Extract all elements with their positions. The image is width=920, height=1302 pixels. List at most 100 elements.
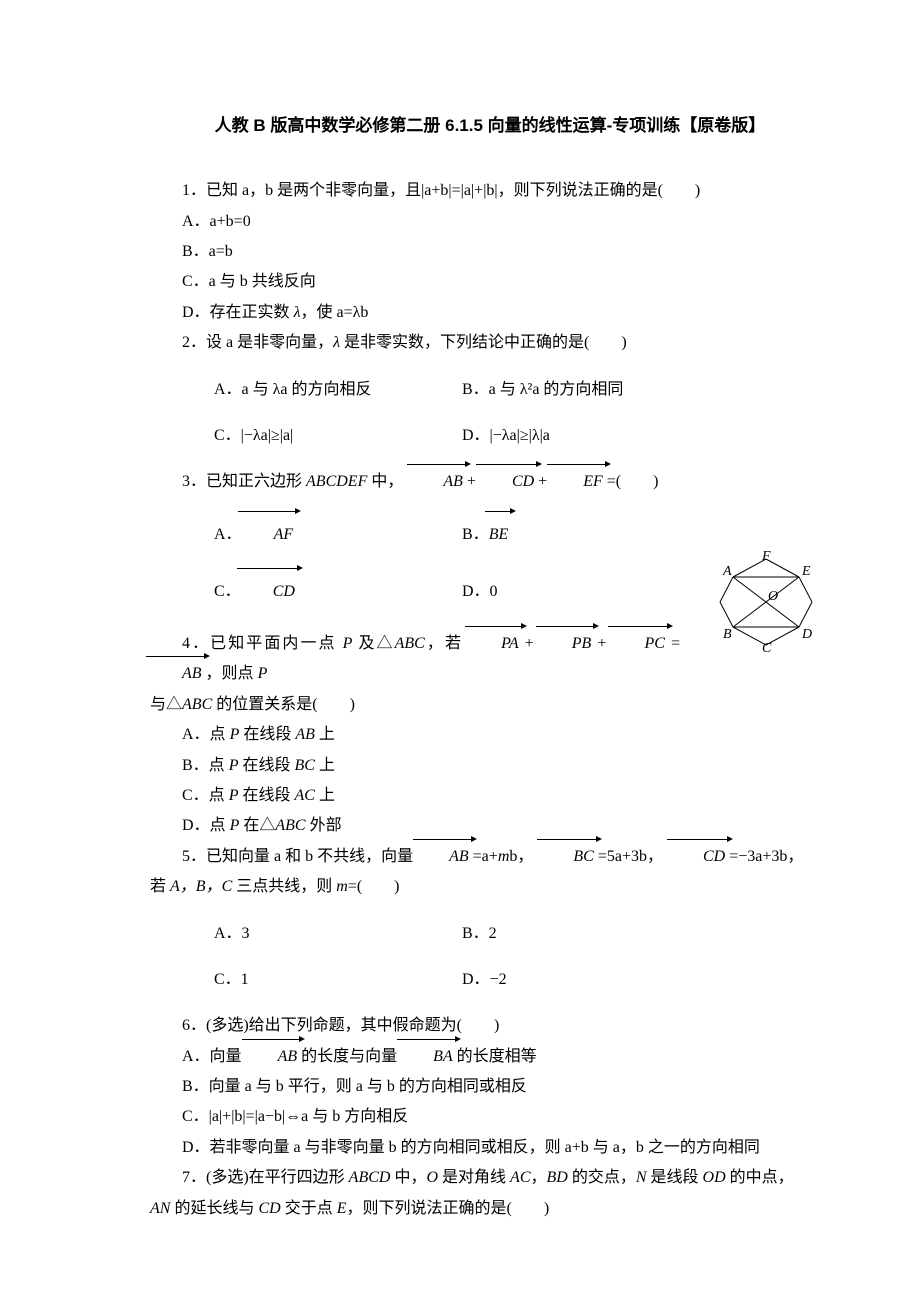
- q6-opt-d: D．若非零向量 a 与非零向量 b 的方向相同或相反，则 a+b 与 a，b 之…: [150, 1133, 830, 1163]
- q5-row-cd: C．1D．−2: [150, 965, 830, 995]
- q4c-seg: AC: [294, 787, 314, 804]
- q1-d-lambda: λ: [294, 304, 301, 321]
- q2-lambda: λ: [333, 334, 340, 351]
- q5-row-ab: A．3B．2: [150, 919, 830, 949]
- q7-t3: 的交点，: [568, 1169, 636, 1186]
- hex-a: A: [722, 564, 732, 579]
- q7-od: OD: [703, 1169, 726, 1186]
- q6a-mid: 的长度与向量: [297, 1048, 401, 1065]
- q7-c1: ，: [531, 1169, 547, 1186]
- q2-opt-c: C．|−λa|≥|a|: [182, 421, 462, 451]
- q1-opt-c: C．a 与 b 共线反向: [150, 267, 830, 297]
- q7-l2-t2: 交于点: [281, 1200, 337, 1217]
- q4-eq: =: [665, 635, 680, 652]
- q7-t4: 是线段: [647, 1169, 703, 1186]
- q5-opt-b: B．2: [462, 919, 742, 949]
- q5-l2-mid: 三点共线，则: [232, 878, 336, 895]
- q4d-p: P: [230, 817, 240, 834]
- q4d-pre: D．点: [182, 817, 230, 834]
- q4-p1: P: [343, 635, 353, 652]
- q3-vec-ab: AB: [411, 467, 463, 497]
- q4-vec-pc: PC: [612, 629, 664, 659]
- q5-t1b: b，: [509, 848, 541, 865]
- q5-t1: =a+: [469, 848, 498, 865]
- q3-b-label: B．: [462, 526, 489, 543]
- q5-t3: =−3a+3b，: [725, 848, 803, 865]
- q3-opt-a: A．AF: [182, 514, 462, 556]
- q4-opt-b: B．点 P 在线段 BC 上: [150, 751, 830, 781]
- q4-p2: P: [258, 665, 268, 682]
- q7-o: O: [426, 1169, 438, 1186]
- q5-stem-line1: 5．已知向量 a 和 b 不共线，向量 AB =a+mb， BC =5a+3b，…: [150, 842, 830, 872]
- q4b-pre: B．点: [182, 757, 229, 774]
- q4a-seg: AB: [295, 726, 315, 743]
- q4-stem-line2: 与△ABC 的位置关系是( ): [150, 690, 830, 720]
- q7-pre: 7．(多选)在平行四边形: [182, 1169, 349, 1186]
- q6a-v2: BA: [401, 1042, 453, 1072]
- q3-a-label: A．: [214, 526, 242, 543]
- q5-l2-post: =( ): [348, 878, 400, 895]
- q3-vec-af: AF: [242, 514, 294, 556]
- q6a-post: 的长度相等: [453, 1048, 537, 1065]
- q4-l2-abc: ABC: [182, 696, 212, 713]
- q7-bd: BD: [547, 1169, 568, 1186]
- q3-vec-ef: EF: [551, 467, 603, 497]
- q3-opt-c: C．CD: [182, 571, 462, 613]
- q4c-p: P: [229, 787, 239, 804]
- q5-l2-abc: A，B，C: [170, 878, 232, 895]
- q2-row-cd: C．|−λa|≥|a|D．|−λa|≥|λ|a: [150, 421, 830, 451]
- q1-opt-a: A．a+b=0: [150, 207, 830, 237]
- q7-stem-line2: AN 的延长线与 CD 交于点 E，则下列说法正确的是( ): [150, 1194, 830, 1224]
- q3-vec-be: BE: [489, 514, 509, 556]
- hex-e: E: [801, 564, 811, 579]
- q5-vec-cd: CD: [671, 842, 725, 872]
- q4-post: ，则点: [202, 665, 258, 682]
- q4-l2-pre: 与△: [150, 696, 182, 713]
- q5-l2-pre: 若: [150, 878, 170, 895]
- q4d-mid: 在△: [239, 817, 275, 834]
- q4b-post: 上: [315, 757, 335, 774]
- q6-opt-a: A．向量 AB 的长度与向量 BA 的长度相等: [150, 1042, 830, 1072]
- q2-pre: 2．设 a 是非零向量，: [182, 334, 333, 351]
- q4a-p: P: [230, 726, 240, 743]
- q6a-v1: AB: [246, 1042, 298, 1072]
- q4-plus1: +: [519, 635, 540, 652]
- q4a-mid: 在线段: [239, 726, 295, 743]
- q7-t1: 中，: [390, 1169, 426, 1186]
- page-title: 人教 B 版高中数学必修第二册 6.1.5 向量的线性运算-专项训练【原卷版】: [150, 110, 830, 142]
- q3-eq: =( ): [603, 473, 659, 490]
- q1-stem: 1．已知 a，b 是两个非零向量，且|a+b|=|a|+|b|，则下列说法正确的…: [150, 176, 830, 206]
- q4-and: 及△: [352, 635, 394, 652]
- q4b-mid: 在线段: [238, 757, 294, 774]
- q7-cd: CD: [258, 1200, 280, 1217]
- hex-o: O: [768, 589, 778, 604]
- q3-pre: 3．已知正六边形: [182, 473, 306, 490]
- q5-m1: m: [498, 848, 510, 865]
- q7-ac: AC: [510, 1169, 530, 1186]
- q5-opt-c: C．1: [182, 965, 462, 995]
- q1-d-pre: D．存在正实数: [182, 304, 294, 321]
- q7-abcd: ABCD: [349, 1169, 391, 1186]
- q2-stem: 2．设 a 是非零向量，λ 是非零实数，下列结论中正确的是( ): [150, 328, 830, 358]
- q5-l2-m: m: [336, 878, 348, 895]
- q4-opt-c: C．点 P 在线段 AC 上: [150, 781, 830, 811]
- q5-opt-a: A．3: [182, 919, 462, 949]
- q2-opt-d: D．|−λa|≥|λ|a: [462, 421, 742, 451]
- q4c-pre: C．点: [182, 787, 229, 804]
- q4a-post: 上: [315, 726, 335, 743]
- hex-f: F: [761, 550, 771, 564]
- q1-opt-b: B．a=b: [150, 237, 830, 267]
- q3-vec-cd: CD: [480, 467, 534, 497]
- q7-n: N: [636, 1169, 647, 1186]
- q4-plus2: +: [591, 635, 612, 652]
- q4c-mid: 在线段: [238, 787, 294, 804]
- q5-opt-d: D．−2: [462, 965, 742, 995]
- q6-stem: 6．(多选)给出下列命题，其中假命题为( ): [150, 1011, 830, 1041]
- q4-pre: 4．已知平面内一点: [182, 635, 343, 652]
- q7-e: E: [337, 1200, 347, 1217]
- q4-l2-post: 的位置关系是( ): [212, 696, 355, 713]
- q4-vec-ab: AB: [150, 659, 202, 689]
- q3-hex: ABCDEF: [306, 473, 367, 490]
- q5-pre: 5．已知向量 a 和 b 不共线，向量: [182, 848, 417, 865]
- q1-opt-d: D．存在正实数 λ，使 a=λb: [150, 298, 830, 328]
